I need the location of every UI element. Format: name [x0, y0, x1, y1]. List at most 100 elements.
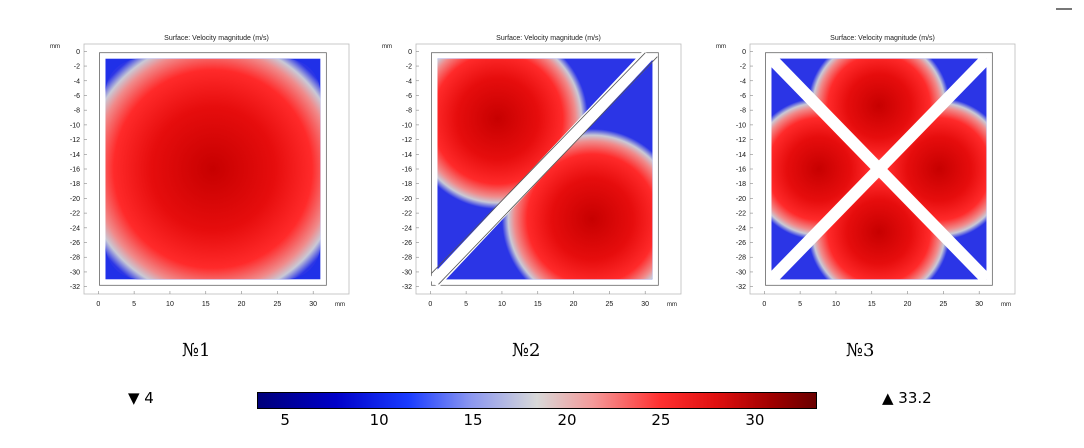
plot-panel-3: Surface: Velocity magnitude (m/s) 0 -2 -4 -6… — [706, 30, 1016, 324]
y-tick-label: -10 — [402, 122, 412, 129]
y-tick-label: -30 — [70, 269, 80, 276]
x-tick-label: 15 — [868, 301, 876, 308]
window-corner-mark — [1056, 8, 1072, 10]
diagonal-divider — [428, 50, 654, 288]
x-unit-label: mm — [335, 302, 345, 308]
heatmap-svg-1: Surface: Velocity magnitude (m/s) 0 -2 -4 -6… — [50, 35, 350, 308]
velocity-field-left — [771, 58, 879, 280]
y-tick-label: -2 — [740, 64, 746, 71]
y-tick-label: -16 — [402, 167, 412, 174]
x-unit-label: mm — [667, 302, 677, 308]
heatmap-svg-2: Surface: Velocity magnitude (m/s) 0 -2 -4 -6… — [382, 35, 682, 308]
colorbar-tick-label: 20 — [557, 411, 577, 429]
x-tick-label: 25 — [939, 301, 947, 308]
y-tick-label: -12 — [736, 137, 746, 144]
y-tick-label: -24 — [736, 225, 746, 232]
y-tick-label: -30 — [402, 269, 412, 276]
divider-edge — [431, 52, 646, 274]
plot-title: Surface: Velocity magnitude (m/s) — [496, 35, 601, 42]
y-tick-label: -8 — [74, 108, 80, 115]
x-tick-label: 10 — [832, 301, 840, 308]
x-tick-label: 5 — [464, 301, 468, 308]
y-tick-label: -2 — [74, 64, 80, 71]
colorbar-tick-label: 25 — [651, 411, 671, 429]
y-tick-label: -20 — [402, 196, 412, 203]
y-tick-label: -16 — [736, 167, 746, 174]
y-tick-label: -24 — [70, 225, 80, 232]
plot-title: Surface: Velocity magnitude (m/s) — [164, 35, 269, 42]
y-tick-label: -4 — [74, 78, 80, 85]
x-tick-label: 10 — [166, 301, 174, 308]
y-tick-label: -28 — [736, 255, 746, 262]
y-tick-label: -18 — [736, 181, 746, 188]
y-tick-label: -8 — [406, 108, 412, 115]
y-tick-label: -12 — [70, 137, 80, 144]
x-tick-label: 20 — [238, 301, 246, 308]
y-tick-label: -2 — [406, 64, 412, 71]
y-tick-label: -14 — [70, 152, 80, 159]
caption-2: №2 — [512, 340, 541, 361]
x-tick-label: 0 — [428, 301, 432, 308]
velocity-field-bottom — [771, 169, 987, 280]
x-tick-label: 20 — [570, 301, 578, 308]
y-tick-label: -16 — [70, 167, 80, 174]
y-tick-label: -24 — [402, 225, 412, 232]
colorbar: 5 10 15 20 25 30 — [257, 392, 817, 429]
plot-panel-2: Surface: Velocity magnitude (m/s) 0 -2 -4 -6… — [372, 30, 682, 324]
y-tick-label: -26 — [402, 240, 412, 247]
x-tick-label: 15 — [202, 301, 210, 308]
x-tick-label: 15 — [534, 301, 542, 308]
y-tick-label: 0 — [76, 49, 80, 56]
caption-1: №1 — [182, 340, 211, 361]
y-tick-label: -22 — [70, 211, 80, 218]
y-tick-label: -4 — [406, 78, 412, 85]
x-tick-label: 25 — [605, 301, 613, 308]
y-tick-label: 0 — [408, 49, 412, 56]
y-tick-label: -10 — [70, 122, 80, 129]
colorbar-tick-label: 5 — [280, 411, 290, 429]
y-tick-label: -22 — [736, 211, 746, 218]
y-tick-label: 0 — [742, 49, 746, 56]
y-tick-label: -20 — [736, 196, 746, 203]
colorbar-tick-label: 15 — [463, 411, 483, 429]
x-tick-label: 30 — [975, 301, 983, 308]
y-tick-label: -14 — [402, 152, 412, 159]
divider-edge — [438, 56, 658, 285]
colorbar-min-label: ▼ 4 — [128, 389, 154, 407]
x-unit-label: mm — [1001, 302, 1011, 308]
velocity-field-lower-right — [437, 58, 653, 280]
colorbar-ticks: 5 10 15 20 25 30 — [257, 409, 817, 429]
y-tick-label: -12 — [402, 137, 412, 144]
y-tick-label: -26 — [736, 240, 746, 247]
y-tick-label: -18 — [402, 181, 412, 188]
x-tick-label: 5 — [798, 301, 802, 308]
y-unit-label: mm — [716, 44, 726, 50]
x-tick-label: 5 — [132, 301, 136, 308]
y-tick-label: -14 — [736, 152, 746, 159]
x-tick-label: 10 — [498, 301, 506, 308]
caption-3: №3 — [846, 340, 875, 361]
plot-title: Surface: Velocity magnitude (m/s) — [830, 35, 935, 42]
y-tick-label: -32 — [402, 284, 412, 291]
x-tick-label: 0 — [96, 301, 100, 308]
y-tick-label: -18 — [70, 181, 80, 188]
y-tick-label: -6 — [740, 93, 746, 100]
plot-panel-1: Surface: Velocity magnitude (m/s) 0 -2 -4 -6… — [40, 30, 350, 324]
y-tick-label: -10 — [736, 122, 746, 129]
y-tick-label: -28 — [402, 255, 412, 262]
y-tick-label: -30 — [736, 269, 746, 276]
y-tick-label: -32 — [736, 284, 746, 291]
colorbar-tick-label: 10 — [369, 411, 389, 429]
y-tick-label: -26 — [70, 240, 80, 247]
y-tick-label: -6 — [406, 93, 412, 100]
colorbar-max-label: ▲ 33.2 — [882, 389, 932, 407]
velocity-field-right — [878, 58, 987, 280]
y-unit-label: mm — [50, 44, 60, 50]
x-tick-label: 30 — [641, 301, 649, 308]
y-unit-label: mm — [382, 44, 392, 50]
colorbar-tick-label: 30 — [745, 411, 765, 429]
x-tick-label: 20 — [904, 301, 912, 308]
y-tick-label: -8 — [740, 108, 746, 115]
y-tick-label: -20 — [70, 196, 80, 203]
x-tick-label: 30 — [309, 301, 317, 308]
